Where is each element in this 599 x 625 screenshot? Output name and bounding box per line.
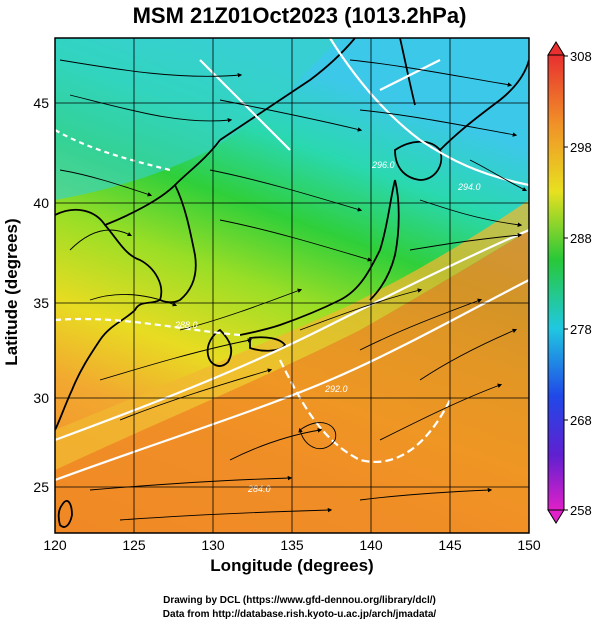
colorbar-tick-label: 288: [570, 231, 592, 246]
contour-label: 292.0: [324, 384, 348, 394]
map-title: MSM 21Z01Oct2023 (1013.2hPa): [132, 3, 467, 28]
y-axis-label: Latitude (degrees): [2, 218, 21, 366]
latitude-ticks: 25 30 35 40 45: [33, 95, 49, 495]
credit-dcl: Drawing by DCL (https://www.gfd-dennou.o…: [163, 595, 436, 606]
colorbar-tick-label: 258: [570, 503, 592, 518]
contour-label: 288.0: [174, 320, 198, 330]
lat-tick-label: 45: [33, 95, 49, 111]
lat-tick-label: 35: [33, 295, 49, 311]
x-axis-label: Longitude (degrees): [210, 556, 374, 575]
lon-tick-label: 120: [43, 537, 67, 553]
colorbar-tick-label: 278: [570, 322, 592, 337]
lon-tick-label: 125: [122, 537, 146, 553]
lon-tick-label: 145: [438, 537, 462, 553]
contour-labels: 294.0 296.0 288.0 292.0 284.0: [174, 160, 481, 494]
colorbar: 308 298 288 278 268 258: [547, 41, 592, 524]
lat-lon-grid: [55, 38, 529, 533]
cold-north-region: [55, 38, 340, 200]
colorbar-tick-label: 298: [570, 140, 592, 155]
contour-label: 284.0: [247, 484, 271, 494]
lat-tick-label: 40: [33, 195, 49, 211]
lon-tick-label: 135: [280, 537, 304, 553]
colorbar-tick-label: 268: [570, 413, 592, 428]
isotherm-contours: [55, 38, 529, 482]
credit-data-source: Data from http://database.rish.kyoto-u.a…: [162, 609, 437, 620]
lat-tick-label: 25: [33, 479, 49, 495]
lon-tick-label: 150: [517, 537, 541, 553]
lon-tick-label: 130: [201, 537, 225, 553]
lat-tick-label: 30: [33, 390, 49, 406]
contour-label: 294.0: [457, 182, 481, 192]
map-frame: [54, 37, 530, 534]
colorbar-tick-label: 308: [570, 49, 592, 64]
contour-label: 296.0: [371, 160, 395, 170]
lon-tick-label: 140: [359, 537, 383, 553]
longitude-ticks: 120 125 130 135 140 145 150: [43, 537, 541, 553]
